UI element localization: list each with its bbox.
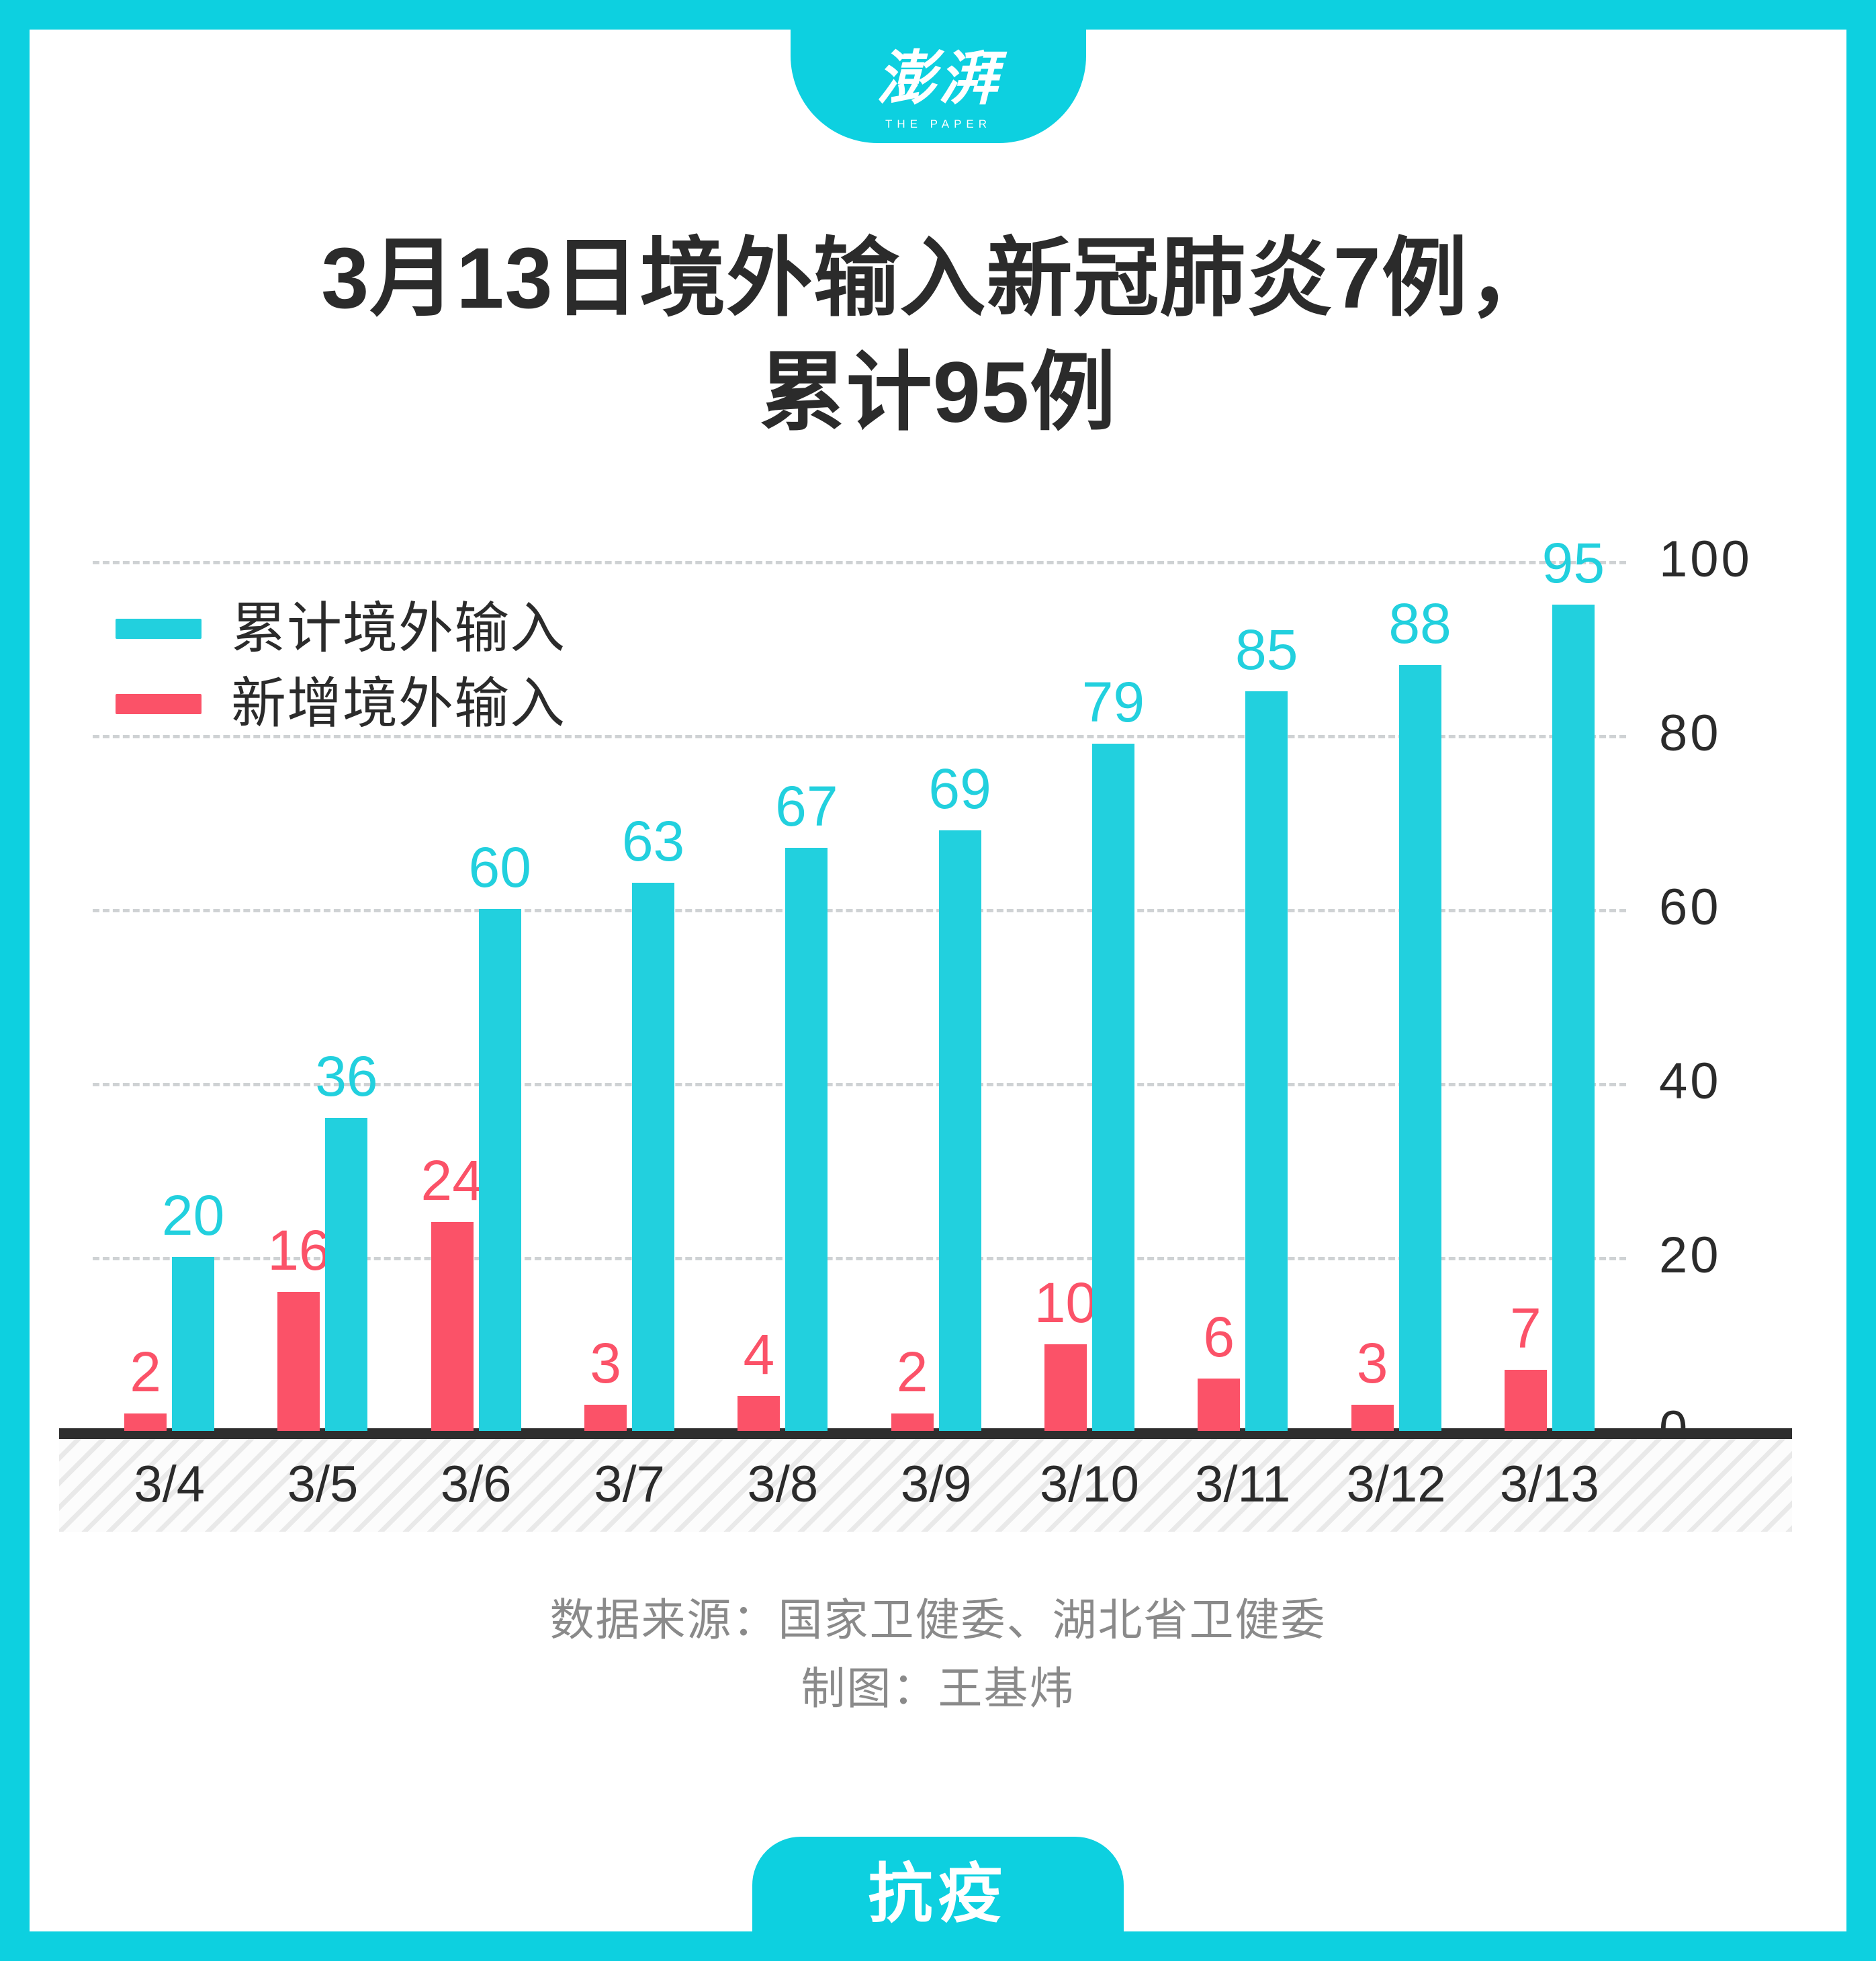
- x-axis-tick-label: 3/10: [1039, 1456, 1139, 1513]
- x-axis-hatch-band: [59, 1439, 1792, 1532]
- bar-new-imported: [891, 1413, 934, 1431]
- legend-label-cumulative: 累计境外输入: [231, 598, 566, 659]
- bar-value-label-cumulative: 79: [1081, 670, 1145, 734]
- bar-value-label-new: 2: [896, 1340, 928, 1404]
- publisher-logo-tab: 澎湃 THE PAPER: [791, 0, 1086, 143]
- bar-value-label-new: 24: [420, 1149, 484, 1213]
- x-axis-line: [59, 1428, 1792, 1439]
- x-axis-tick-label: 3/4: [134, 1456, 205, 1513]
- gridline: [93, 909, 1626, 912]
- legend-item-cumulative: 累计境外输入: [116, 591, 566, 666]
- publisher-logo-text: 澎湃: [876, 47, 1000, 112]
- bar-new-imported: [1198, 1379, 1241, 1431]
- bar-value-label-cumulative: 63: [621, 810, 685, 873]
- bar-new-imported: [124, 1413, 167, 1431]
- bar-cumulative-imported: [1245, 691, 1288, 1431]
- bar-new-imported: [1504, 1370, 1547, 1431]
- bar-value-label-cumulative: 20: [161, 1184, 225, 1247]
- page-title-line-1: 3月13日境外输入新冠肺炎7例，: [321, 230, 1555, 326]
- topic-tag: 抗疫: [752, 1837, 1124, 1961]
- y-axis-tick-label: 20: [1659, 1227, 1722, 1284]
- bar-value-label-new: 10: [1034, 1270, 1098, 1334]
- bar-value-label-new: 16: [267, 1218, 330, 1282]
- x-axis-tick-label: 3/12: [1346, 1456, 1446, 1513]
- x-axis-tick-label: 3/11: [1195, 1456, 1291, 1513]
- topic-tag-label: 抗疫: [868, 1858, 1008, 1930]
- bar-value-label-cumulative: 95: [1542, 531, 1605, 595]
- bar-value-label-new: 3: [590, 1332, 621, 1395]
- y-axis-tick-label: 100: [1659, 531, 1752, 588]
- bar-new-imported: [584, 1405, 627, 1431]
- bar-cumulative-imported: [325, 1117, 368, 1431]
- x-axis-tick-label: 3/13: [1499, 1456, 1599, 1513]
- bar-value-label-cumulative: 60: [468, 836, 531, 899]
- bar-new-imported: [738, 1396, 780, 1431]
- bar-cumulative-imported: [632, 883, 675, 1431]
- page-title-line-2: 累计95例: [759, 345, 1117, 441]
- bar-cumulative-imported: [1552, 604, 1595, 1431]
- bar-value-label-cumulative: 88: [1388, 592, 1451, 656]
- bar-value-label-cumulative: 67: [775, 775, 838, 838]
- publisher-logo-subtitle: THE PAPER: [885, 118, 992, 130]
- y-axis-tick-label: 80: [1659, 705, 1722, 762]
- y-axis-tick-label: 60: [1659, 879, 1722, 936]
- y-axis-tick-label: 0: [1659, 1401, 1691, 1458]
- bar-cumulative-imported: [1398, 665, 1441, 1431]
- bar-cumulative-imported: [172, 1257, 215, 1431]
- chart-footer: 数据来源：国家卫健委、湖北省卫健委 制图：王基炜: [94, 1585, 1782, 1723]
- bar-value-label-new: 3: [1356, 1332, 1388, 1395]
- frame-left-border: [0, 0, 30, 1961]
- bar-new-imported: [431, 1222, 474, 1431]
- y-axis-tick-label: 40: [1659, 1053, 1722, 1110]
- bar-cumulative-imported: [478, 909, 521, 1431]
- chart-legend: 累计境外输入 新增境外输入: [116, 591, 566, 742]
- bar-value-label-new: 6: [1203, 1305, 1235, 1369]
- bar-cumulative-imported: [938, 830, 981, 1431]
- bar-value-label-cumulative: 36: [315, 1044, 378, 1108]
- gridline: [93, 561, 1626, 564]
- frame-right-border: [1846, 0, 1876, 1961]
- bar-new-imported: [1351, 1405, 1394, 1431]
- bar-value-label-new: 2: [130, 1340, 161, 1404]
- gridline: [93, 1083, 1626, 1086]
- bar-value-label-new: 7: [1509, 1297, 1542, 1360]
- credit-text: 制图：王基炜: [801, 1663, 1075, 1714]
- legend-swatch-new: [116, 694, 202, 714]
- bar-cumulative-imported: [1091, 743, 1134, 1431]
- x-axis-tick-label: 3/9: [900, 1456, 972, 1513]
- bar-value-label-new: 4: [743, 1323, 775, 1387]
- bar-new-imported: [1044, 1344, 1087, 1431]
- x-axis-tick-label: 3/8: [747, 1456, 819, 1513]
- data-source-text: 数据来源：国家卫健委、湖北省卫健委: [549, 1595, 1327, 1645]
- x-axis-tick-label: 3/6: [440, 1456, 512, 1513]
- x-axis-tick-label: 3/7: [594, 1456, 665, 1513]
- bar-cumulative-imported: [785, 848, 828, 1431]
- page-title: 3月13日境外输入新冠肺炎7例， 累计95例: [94, 222, 1782, 450]
- bar-value-label-cumulative: 85: [1235, 618, 1298, 682]
- x-axis-tick-label: 3/5: [287, 1456, 359, 1513]
- legend-swatch-cumulative: [116, 619, 202, 639]
- bar-new-imported: [277, 1291, 320, 1431]
- legend-label-new: 新增境外输入: [231, 673, 566, 734]
- gridline: [93, 1257, 1626, 1260]
- legend-item-new: 新增境外输入: [116, 666, 566, 742]
- bar-value-label-cumulative: 69: [928, 757, 991, 821]
